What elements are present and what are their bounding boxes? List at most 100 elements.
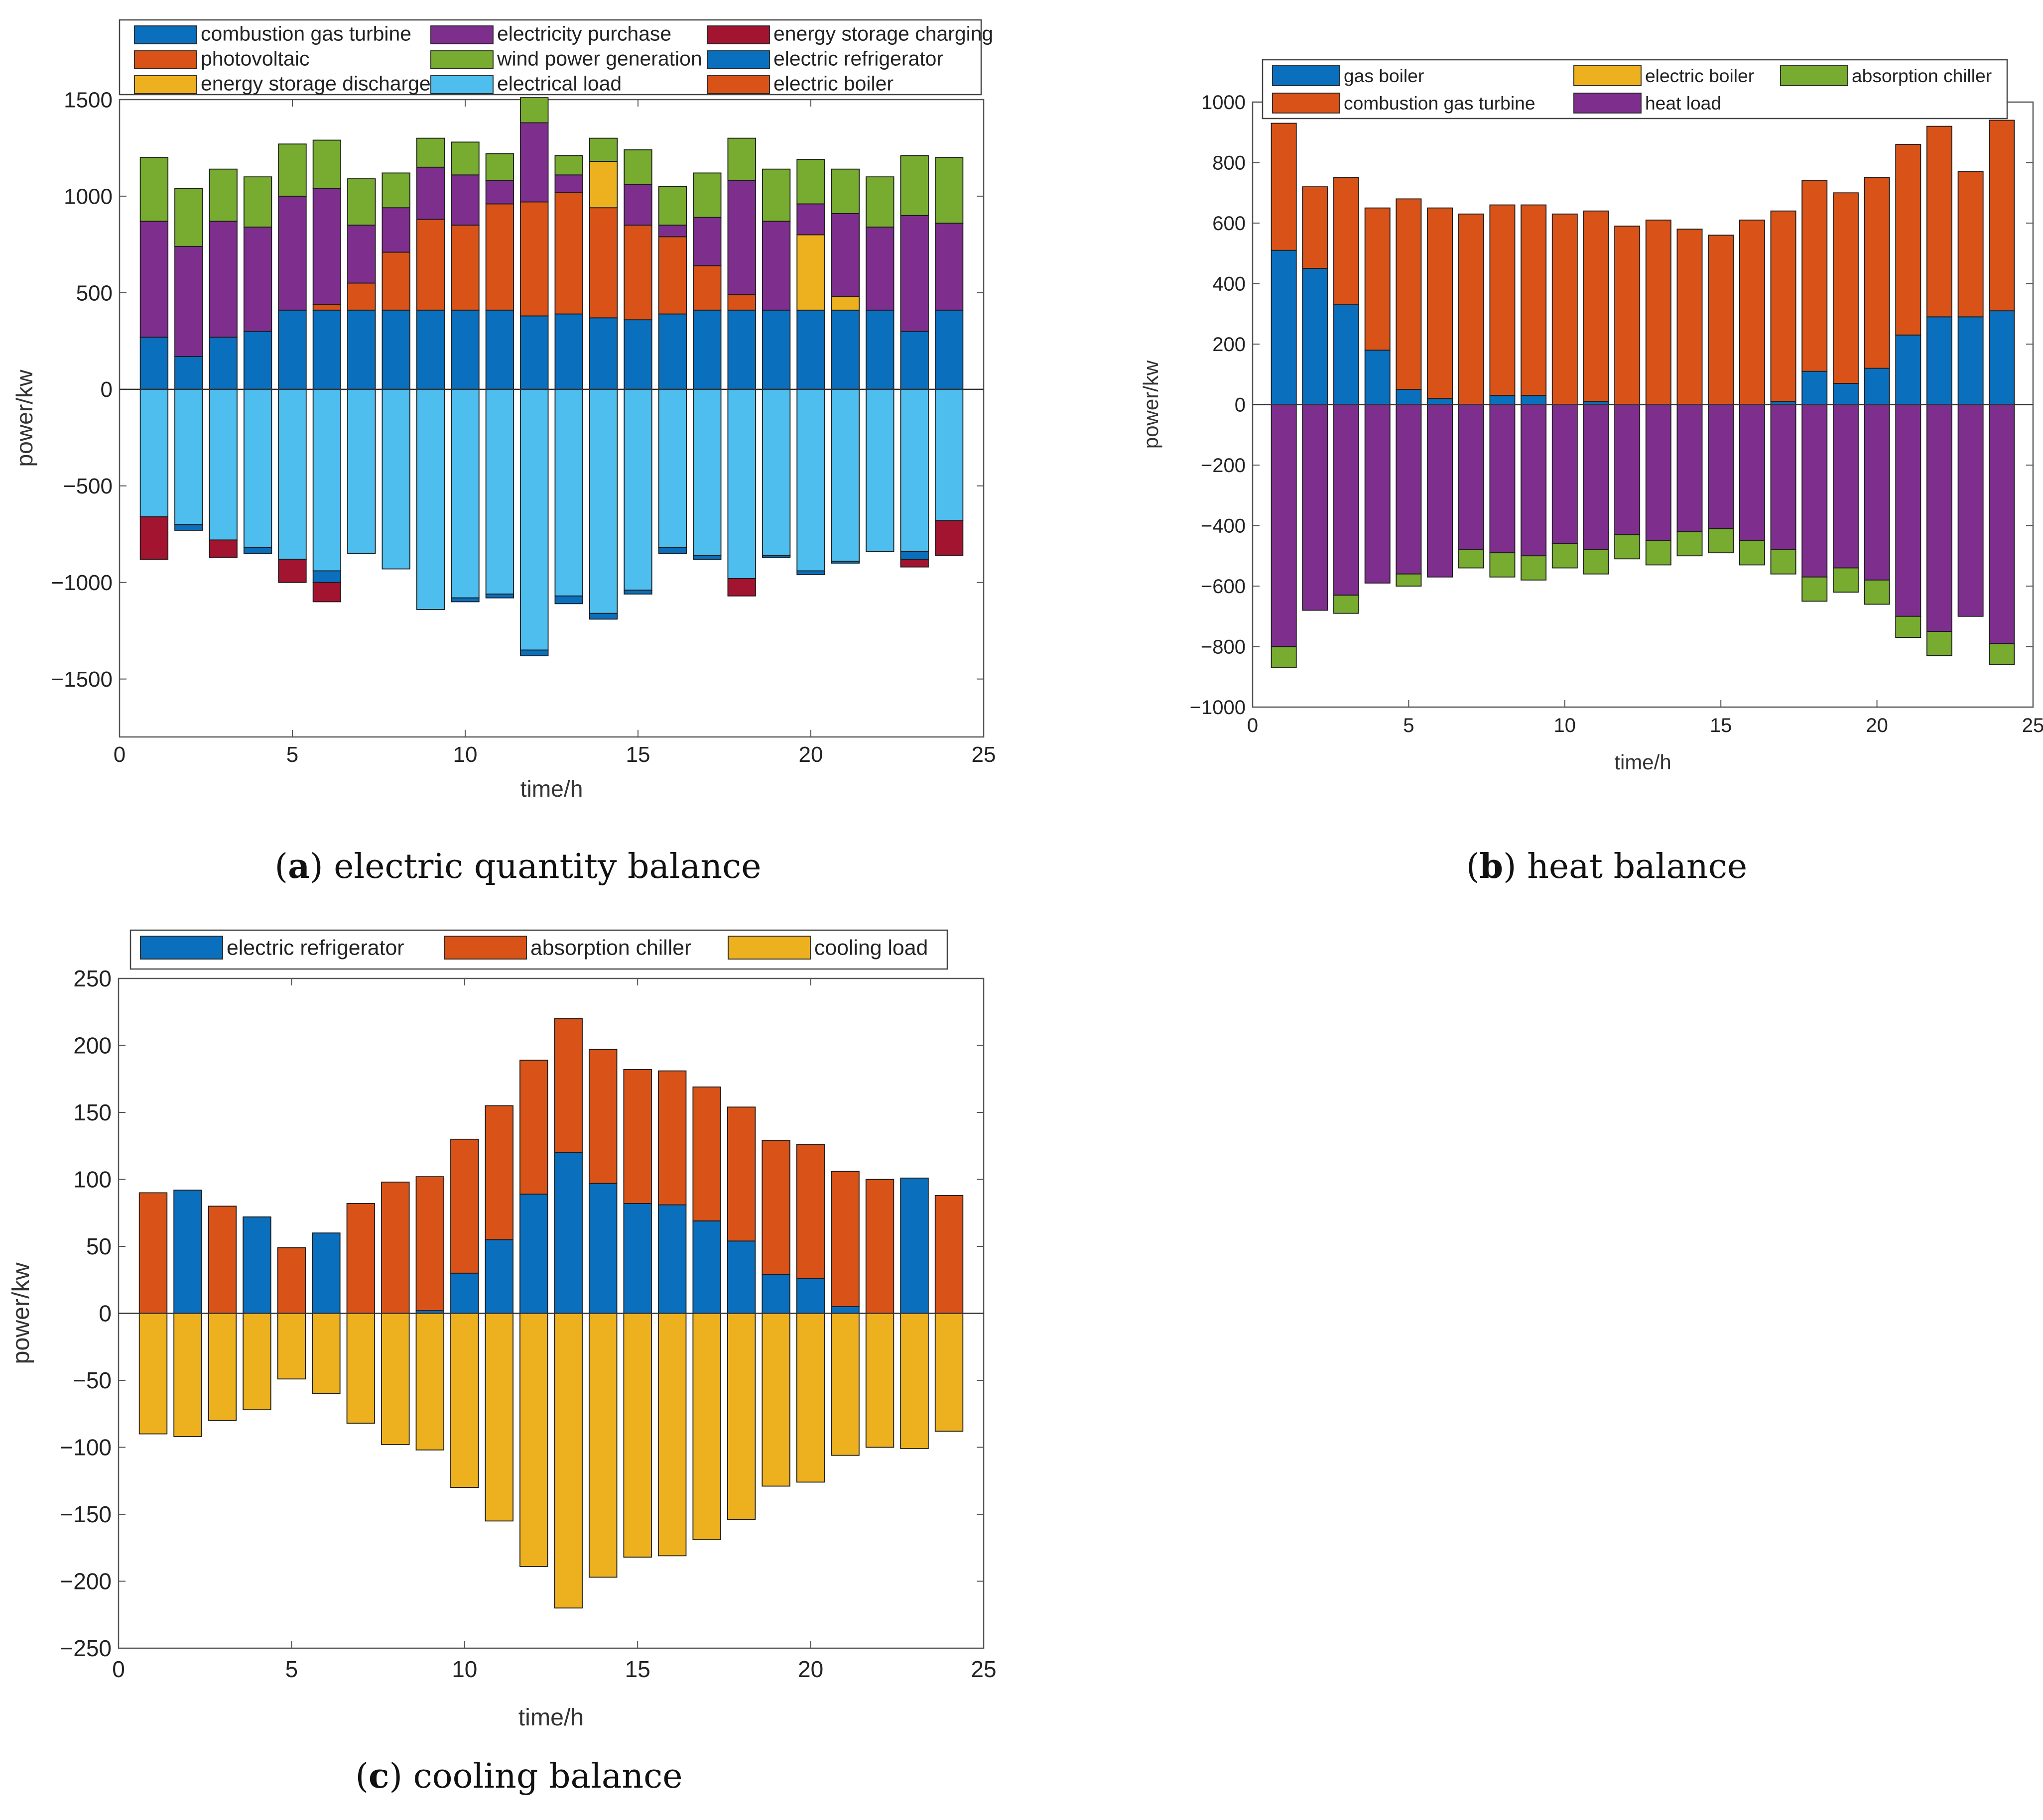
bar-pos-combustion-gas-turbine — [900, 331, 929, 390]
legend-swatch — [1780, 65, 1848, 86]
bar-pos-combustion-gas-turbine — [1614, 226, 1641, 405]
legend-label: combustion gas turbine — [1344, 93, 1535, 114]
y-tick-label: 0 — [99, 1301, 112, 1327]
y-axis-label: power/kw — [7, 1262, 34, 1364]
bar-pos-electric-refrigerator — [727, 1240, 756, 1314]
bar-pos-gas-boiler — [1895, 334, 1921, 405]
legend-label: electric refrigerator — [227, 936, 404, 960]
bar-pos-wind-power-generation — [520, 97, 549, 123]
bar-pos-wind-power-generation — [693, 172, 722, 218]
legend-swatch — [1272, 65, 1340, 86]
bar-neg-cooling-load — [657, 1313, 687, 1557]
legend-label: electric refrigerator — [773, 47, 943, 70]
bar-pos-electricity-purchase — [416, 166, 445, 220]
bar-pos-combustion-gas-turbine — [831, 309, 860, 390]
legend-swatch — [134, 25, 197, 44]
bar-pos-photovoltaic — [416, 219, 445, 311]
bar-pos-combustion-gas-turbine — [1895, 144, 1921, 336]
bar-pos-combustion-gas-turbine — [1645, 220, 1671, 405]
bar-neg-heat-load — [1708, 404, 1734, 529]
y-tick-label: 1000 — [1201, 92, 1246, 114]
legend-label: photovoltaic — [201, 47, 309, 70]
bar-neg-electrical-load — [485, 388, 514, 595]
bar-pos-combustion-gas-turbine — [796, 309, 825, 390]
bar-pos-combustion-gas-turbine — [1271, 122, 1297, 251]
bar-pos-combustion-gas-turbine — [209, 337, 238, 390]
y-tick-label: 0 — [101, 377, 113, 402]
bar-pos-electricity-purchase — [693, 217, 722, 266]
bar-neg-electric-refrigerator — [520, 649, 549, 656]
bar-neg-heat-load — [1271, 404, 1297, 647]
bar-pos-electricity-purchase — [485, 180, 514, 205]
legend-swatch — [1573, 93, 1642, 114]
bar-neg-electric-refrigerator — [796, 570, 825, 576]
x-tick-label: 5 — [285, 1656, 298, 1682]
bar-neg-electric-refrigerator — [243, 547, 272, 554]
bar-neg-absorption-chiller — [1489, 552, 1516, 578]
y-tick-label: −250 — [60, 1635, 112, 1661]
legend-swatch — [1573, 65, 1642, 86]
bar-neg-absorption-chiller — [1583, 549, 1609, 575]
y-tick-label: −200 — [60, 1569, 112, 1594]
x-axis-label: time/h — [520, 776, 583, 802]
bar-neg-energy-storage-charging — [900, 559, 929, 568]
bar-pos-combustion-gas-turbine — [1458, 213, 1484, 405]
y-tick-label: −1000 — [1190, 697, 1246, 719]
bar-pos-combustion-gas-turbine — [727, 309, 756, 390]
bar-pos-electricity-purchase — [278, 196, 307, 311]
bar-neg-absorption-chiller — [1895, 615, 1921, 638]
bar-neg-energy-storage-charging — [727, 578, 756, 597]
bar-pos-absorption-chiller — [589, 1049, 618, 1184]
bar-pos-combustion-gas-turbine — [312, 309, 342, 390]
bar-neg-cooling-load — [485, 1313, 513, 1522]
bar-neg-electrical-load — [727, 388, 756, 579]
bar-neg-heat-load — [1739, 404, 1765, 541]
caption-cooling-letter: c — [369, 1756, 389, 1796]
legend-label: energy storage discharge — [201, 72, 431, 95]
legend-swatch — [728, 936, 811, 960]
legend-box — [129, 929, 948, 970]
bar-pos-absorption-chiller — [277, 1247, 306, 1314]
x-tick-label: 25 — [2022, 715, 2043, 736]
legend-label: cooling load — [814, 936, 928, 960]
y-tick-label: 200 — [1212, 334, 1246, 356]
bar-pos-wind-power-generation — [209, 168, 238, 222]
bar-pos-absorption-chiller — [831, 1171, 860, 1307]
bar-pos-combustion-gas-turbine — [693, 309, 722, 390]
bar-neg-absorption-chiller — [1614, 534, 1641, 560]
legend-label: combustion gas turbine — [201, 22, 411, 45]
bar-neg-cooling-load — [900, 1313, 929, 1450]
legend-swatch — [134, 50, 197, 69]
bar-pos-photovoltaic — [589, 207, 618, 319]
bar-neg-cooling-load — [208, 1313, 237, 1421]
bar-pos-photovoltaic — [451, 225, 480, 311]
bar-neg-heat-load — [1832, 404, 1859, 569]
bar-neg-absorption-chiller — [1521, 555, 1547, 581]
legend-label: electric boiler — [773, 72, 894, 95]
bar-pos-wind-power-generation — [312, 139, 342, 189]
bar-neg-electrical-load — [209, 388, 238, 541]
y-tick-label: 800 — [1212, 152, 1246, 174]
bar-neg-electric-refrigerator — [451, 597, 480, 603]
bar-pos-electricity-purchase — [312, 188, 342, 305]
bar-neg-electric-refrigerator — [693, 555, 722, 560]
y-tick-label: 100 — [73, 1167, 112, 1193]
bar-neg-cooling-load — [589, 1313, 618, 1578]
bar-pos-electricity-purchase — [451, 174, 480, 226]
y-tick-label: −50 — [73, 1367, 112, 1393]
bar-pos-combustion-gas-turbine — [1770, 210, 1796, 402]
bar-neg-heat-load — [1427, 404, 1453, 578]
bar-neg-cooling-load — [692, 1313, 721, 1541]
bar-neg-energy-storage-charging — [139, 516, 169, 560]
bar-pos-wind-power-generation — [900, 155, 929, 216]
bar-neg-electrical-load — [866, 388, 894, 552]
bar-neg-electric-refrigerator — [762, 555, 791, 558]
bar-pos-electric-refrigerator — [589, 1183, 618, 1314]
bar-pos-combustion-gas-turbine — [1832, 192, 1859, 384]
bar-pos-electricity-purchase — [727, 180, 756, 295]
bar-pos-wind-power-generation — [485, 153, 514, 181]
bar-pos-electricity-purchase — [174, 245, 203, 357]
bar-neg-electric-refrigerator — [658, 547, 687, 554]
bar-neg-heat-load — [1801, 404, 1828, 578]
bar-pos-wind-power-generation — [762, 168, 791, 222]
